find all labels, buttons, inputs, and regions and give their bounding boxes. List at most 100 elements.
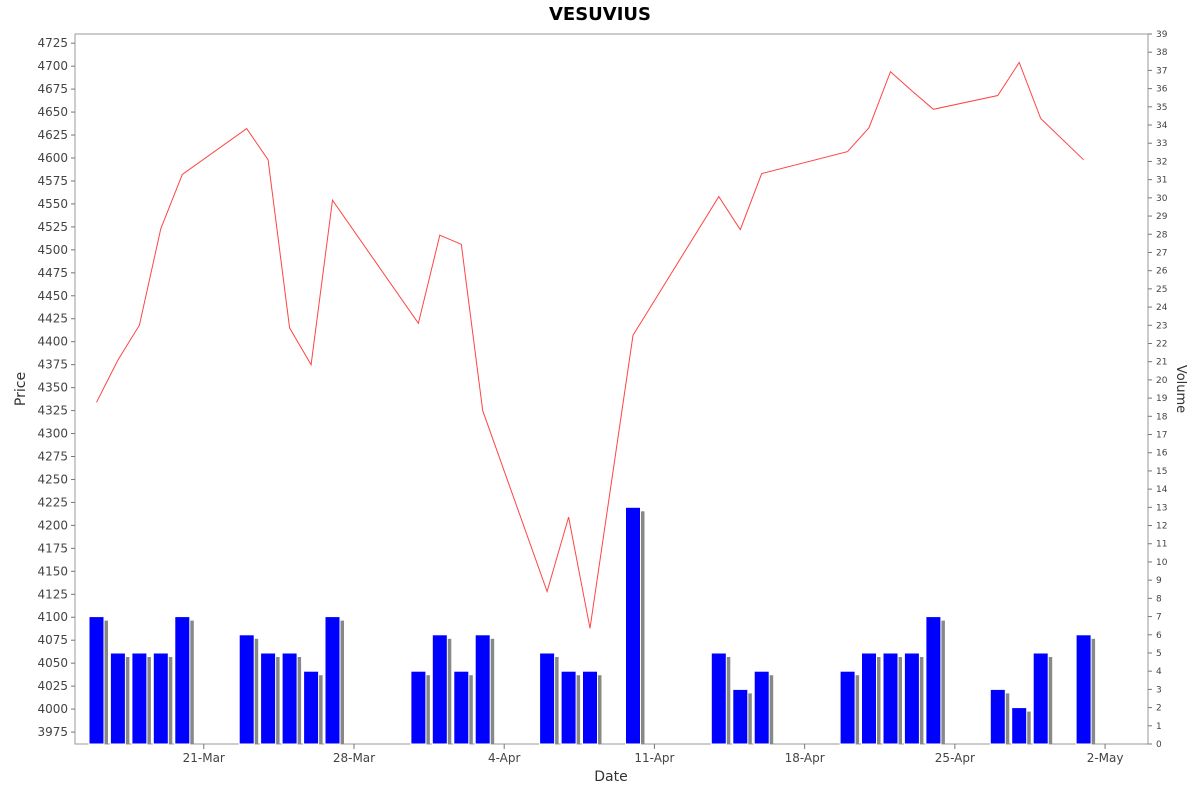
x-tick-label: 4-Apr (488, 751, 521, 765)
volume-bar (152, 652, 169, 745)
y-tick-label: 4600 (37, 151, 68, 165)
volume-bar (324, 616, 341, 745)
volume-bar (109, 652, 126, 745)
volume-bar (303, 670, 320, 745)
price-line (96, 61, 1084, 629)
volume-bar (174, 616, 191, 745)
volume-bar (753, 670, 770, 745)
y-tick-label: 4050 (37, 656, 68, 670)
y2-tick-label: 5 (1156, 649, 1162, 659)
y-tick-label: 4450 (37, 289, 68, 303)
y-tick-label: 4300 (37, 427, 68, 441)
y2-tick-label: 31 (1156, 176, 1167, 186)
y2-tick-label: 9 (1156, 576, 1162, 586)
volume-bar (1032, 652, 1049, 745)
volume-bar (861, 652, 877, 745)
y2-tick-label: 10 (1156, 558, 1168, 568)
volume-bar (903, 652, 920, 745)
y-tick-label: 4725 (37, 36, 68, 50)
y2-tick-label: 4 (1156, 667, 1162, 677)
y2-tick-label: 22 (1156, 339, 1167, 349)
volume-bar (88, 616, 105, 745)
y2-tick-label: 36 (1156, 85, 1168, 95)
y2-tick-label: 16 (1156, 449, 1168, 459)
y2-tick-label: 14 (1156, 485, 1168, 495)
y2-tick-label: 38 (1156, 48, 1168, 58)
volume-bar (474, 634, 491, 745)
date-axis: 21-Mar 28-Mar 4-Apr 11-Apr 18-Apr 25-Apr 2-May (183, 744, 1123, 765)
y-tick-label: 4700 (37, 59, 68, 73)
y-tick-label: 4650 (37, 105, 68, 119)
y-tick-label: 4175 (37, 541, 68, 555)
y-tick-label: 4025 (37, 679, 68, 693)
y2-tick-label: 8 (1156, 594, 1162, 604)
y-tick-label: 3975 (37, 725, 68, 739)
volume-bar (453, 670, 470, 745)
y2-tick-label: 11 (1156, 540, 1167, 550)
y-tick-label: 4475 (37, 266, 68, 280)
y2-tick-label: 2 (1156, 704, 1162, 714)
y-tick-label: 4275 (37, 450, 68, 464)
x-tick-label: 11-Apr (634, 751, 674, 765)
volume-bar (1075, 634, 1092, 745)
volume-bar (582, 670, 598, 745)
y2-tick-label: 0 (1156, 740, 1162, 750)
volume-bar (431, 634, 448, 745)
y2-tick-label: 35 (1156, 103, 1167, 113)
y2-tick-label: 30 (1156, 194, 1168, 204)
y-tick-label: 4250 (37, 472, 68, 486)
volume-bar (710, 652, 727, 745)
y2-tick-label: 18 (1156, 412, 1168, 422)
y2-tick-label: 37 (1156, 66, 1167, 76)
y-axis-title: Price (13, 372, 29, 406)
volume-bar (882, 652, 899, 745)
volume-bar (625, 506, 641, 745)
x-tick-label: 25-Apr (935, 751, 975, 765)
volume-bar (410, 670, 427, 745)
price-series (96, 61, 1084, 629)
volume-bar (131, 652, 148, 745)
y2-tick-label: 39 (1156, 30, 1168, 40)
y2-tick-label: 13 (1156, 503, 1167, 513)
y2-tick-label: 29 (1156, 212, 1168, 222)
x-tick-label: 28-Mar (333, 751, 375, 765)
y-tick-label: 4575 (37, 174, 68, 188)
y2-tick-label: 28 (1156, 230, 1168, 240)
y-tick-label: 4350 (37, 381, 68, 395)
volume-bar (1011, 707, 1028, 745)
y-tick-label: 4200 (37, 518, 68, 532)
y-tick-label: 4075 (37, 633, 68, 647)
price-axis: 3975 4000 4025 4050 4075 4100 4125 4150 4175 4200… (37, 36, 75, 739)
volume-bar (732, 688, 749, 745)
y-tick-label: 4225 (37, 495, 68, 509)
volume-bar (839, 670, 856, 745)
y2-tick-label: 7 (1156, 613, 1162, 623)
volume-bars (88, 506, 1096, 745)
y2-tick-label: 25 (1156, 285, 1167, 295)
volume-bar (539, 652, 556, 745)
y-tick-label: 4125 (37, 587, 68, 601)
y2-tick-label: 24 (1156, 303, 1168, 313)
y-tick-label: 4325 (37, 404, 68, 418)
y-tick-label: 4550 (37, 197, 68, 211)
y-tick-label: 4100 (37, 610, 68, 624)
y2-tick-label: 20 (1156, 376, 1168, 386)
y-tick-label: 4525 (37, 220, 68, 234)
y-tick-label: 4000 (37, 702, 68, 716)
y-tick-label: 4675 (37, 82, 68, 96)
volume-bar (281, 652, 298, 745)
x-tick-label: 18-Apr (785, 751, 825, 765)
y2-tick-label: 15 (1156, 467, 1167, 477)
y2-tick-label: 17 (1156, 431, 1167, 441)
y-tick-label: 4425 (37, 312, 68, 326)
x-tick-label: 21-Mar (183, 751, 225, 765)
volume-axis: 0123456789101112131415161718192021222324… (1148, 30, 1168, 750)
y2-tick-label: 33 (1156, 139, 1167, 149)
y-tick-label: 4150 (37, 564, 68, 578)
y-tick-label: 4625 (37, 128, 68, 142)
volume-bar (989, 688, 1006, 745)
y2-tick-label: 26 (1156, 267, 1168, 277)
y-tick-label: 4400 (37, 335, 68, 349)
